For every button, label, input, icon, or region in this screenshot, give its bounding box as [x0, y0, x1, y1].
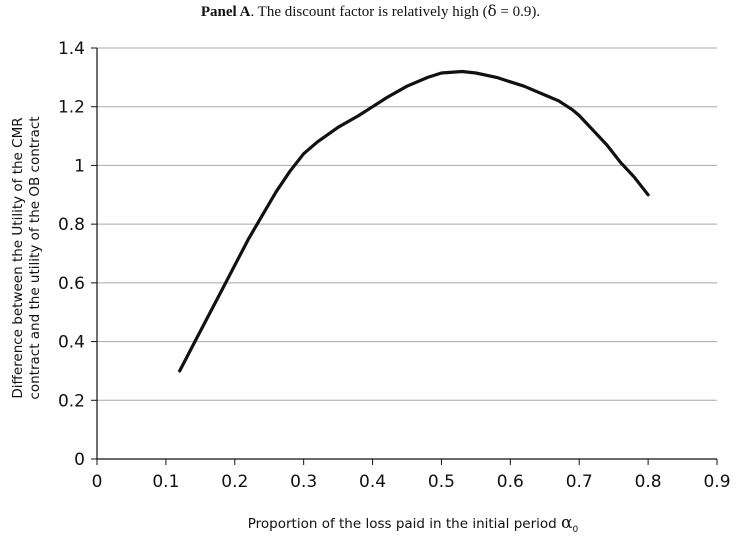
x-tick-label: 0.8: [635, 472, 662, 492]
x-tick-label: 0.3: [290, 472, 317, 492]
y-tick-label: 0.2: [58, 391, 85, 411]
chart-title-symbol: δ: [487, 2, 497, 20]
chart-title-text: . The discount factor is relatively high…: [250, 4, 488, 20]
y-tick-label: 0.4: [58, 333, 85, 353]
y-tick-label: 1.2: [58, 98, 85, 118]
x-tick-label: 0.1: [152, 472, 179, 492]
y-tick-label: 1.4: [58, 39, 85, 59]
y-axis-label-line1: Difference between the Utility of the CM…: [10, 117, 26, 398]
grid-lines: [91, 47, 718, 465]
y-tick-label: 0.8: [58, 215, 85, 235]
chart-title-panel: Panel A: [200, 4, 251, 20]
x-tick-labels: 0 0.1 0.2 0.3 0.4 0.5 0.6 0.7 0.8 0.9: [92, 472, 731, 492]
series-group: [178, 69, 650, 373]
x-tick-label: 0.6: [497, 472, 524, 492]
axes: [96, 48, 717, 460]
y-axis-label-line2: contract and the utility of the OB contr…: [27, 116, 43, 399]
y-tick-label: 0: [74, 450, 85, 470]
y-tick-label: 0.6: [58, 274, 85, 294]
x-tick-label: 0: [92, 472, 103, 492]
x-tick-label: 0.2: [221, 472, 248, 492]
series-line: [178, 69, 650, 373]
chart-title: Panel A. The discount factor is relative…: [0, 0, 741, 28]
x-axis-label-subscript: 0: [573, 525, 579, 535]
x-axis-label-text: Proportion of the loss paid in the initi…: [248, 516, 561, 532]
x-tick-label: 0.4: [359, 472, 386, 492]
x-tick-label: 0.9: [703, 472, 730, 492]
x-tick-label: 0.5: [428, 472, 455, 492]
x-tick-label: 0.7: [566, 472, 593, 492]
x-axis-label-symbol: α: [561, 513, 573, 533]
y-axis-label: Difference between the Utility of the CM…: [10, 116, 43, 399]
y-tick-labels: 0 0.2 0.4 0.6 0.8 1 1.2 1.4: [58, 39, 85, 470]
chart-title-value: = 0.9).: [496, 4, 541, 20]
x-axis-label: Proportion of the loss paid in the initi…: [248, 513, 579, 535]
y-tick-label: 1: [74, 156, 85, 176]
